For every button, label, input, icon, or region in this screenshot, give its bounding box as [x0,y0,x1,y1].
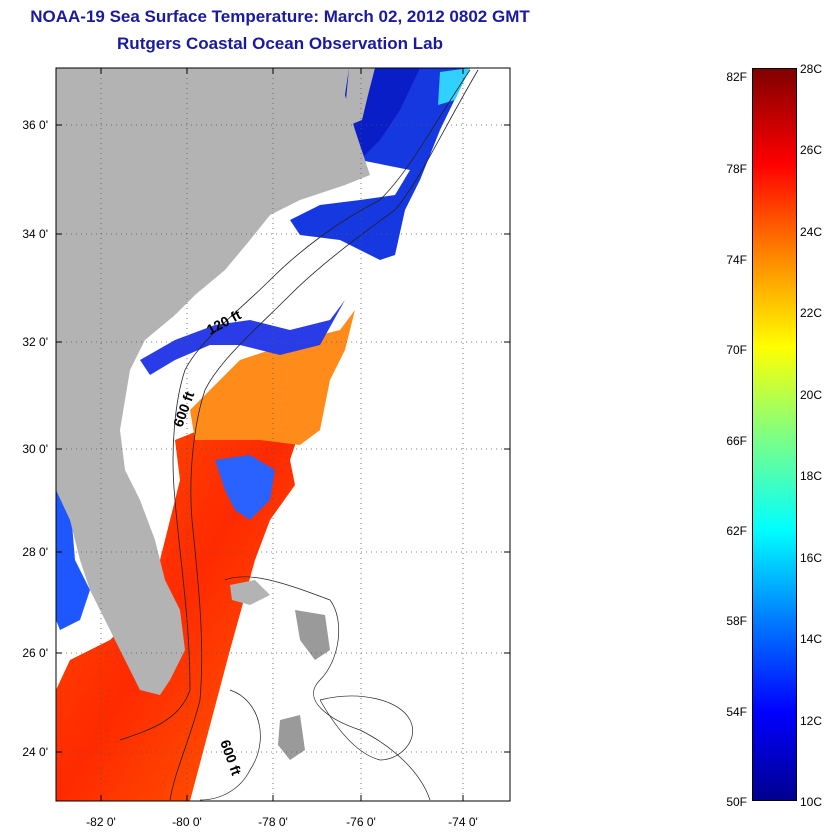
colorbar-f-66: 66F [726,434,747,448]
lat-label-24: 24 0' [22,745,48,759]
lat-label-34: 34 0' [22,227,48,241]
lon-label-76: -76 0' [346,815,376,829]
lat-label-32: 32 0' [22,335,48,349]
sst-cold-shelf [140,300,345,375]
lat-label-26: 26 0' [22,646,48,660]
colorbar-f-62: 62F [726,524,747,538]
colorbar-f-82: 82F [726,70,747,84]
grid-lines [56,68,510,801]
contour-bahamas-2 [319,695,413,761]
colorbar-c-14: 14C [800,632,823,646]
lat-label-30: 30 0' [22,442,48,456]
colorbar-f-70: 70F [726,343,747,357]
colorbar-f-74: 74F [726,253,747,267]
colorbar-c-16: 16C [800,551,823,565]
sst-cyan-patch [438,68,470,105]
colorbar-f-54: 54F [726,705,747,719]
colorbar-f-50: 50F [726,795,747,809]
colorbar-c-18: 18C [800,469,823,483]
lon-label-82: -82 0' [86,815,116,829]
land-mainland [56,68,370,695]
colorbar-c-10: 10C [800,795,823,809]
map-subtitle: Rutgers Coastal Ocean Observation Lab [117,34,443,53]
lon-label-78: -78 0' [258,815,288,829]
sst-cold-strip [215,455,275,520]
contour-600ft [169,69,479,801]
colorbar-c-12: 12C [800,714,823,728]
land-bahamas-abaco [295,610,330,660]
tick-marks [56,68,510,801]
colorbar-f-58: 58F [726,614,747,628]
colorbar-c-24: 24C [800,225,823,239]
lon-label-74: -74 0' [448,815,478,829]
colorbar-f-78: 78F [726,162,747,176]
temperature-colorbar [752,68,797,801]
colorbar-c-26: 26C [800,143,823,157]
land-bahamas-andros [278,715,305,760]
sst-cold-coastal-florida [56,490,90,630]
lat-label-28: 28 0' [22,545,48,559]
lat-label-36: 36 0' [22,118,48,132]
colorbar-c-28: 28C [800,62,823,76]
land-bahamas-grand [230,580,270,605]
contour-bahamas [199,576,431,801]
map-title: NOAA-19 Sea Surface Temperature: March 0… [30,7,530,26]
colorbar-c-22: 22C [800,306,823,320]
land-delmarva [346,68,375,125]
colorbar-c-20: 20C [800,388,823,402]
contour-120ft [119,69,471,741]
lon-label-80: -80 0' [172,815,202,829]
map-frame [55,67,511,802]
